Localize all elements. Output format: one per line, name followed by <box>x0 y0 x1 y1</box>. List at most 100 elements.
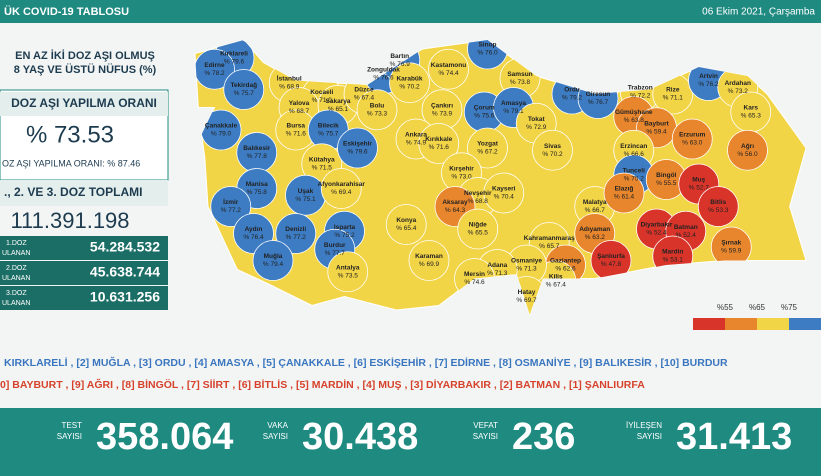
province-name: Şanlıurfa <box>597 253 625 260</box>
province-rate: % 65.4 <box>396 225 417 232</box>
province-name: Mardin <box>662 249 683 256</box>
province-name: Uşak <box>298 188 314 195</box>
province-rate: % 52.4 <box>676 232 697 239</box>
province-rate: % 68.7 <box>289 108 310 115</box>
province-name: Kırıkkale <box>425 136 452 143</box>
province-rate: % 67.4 <box>546 281 567 288</box>
province-name: Erzincan <box>620 143 647 150</box>
province-name: Tunceli <box>623 168 645 175</box>
province-name: Kırklareli <box>220 51 248 58</box>
province-rate: % 69.7 <box>516 297 537 304</box>
province-rate: % 76.4 <box>243 234 264 241</box>
province-rate: % 73.2 <box>728 88 749 95</box>
province-name: Muş <box>692 177 705 184</box>
province-rate: % 69.9 <box>419 261 440 268</box>
province-name: Karaman <box>415 253 443 260</box>
province-name: Bilecik <box>318 123 339 130</box>
province-rate: % 73.3 <box>367 110 388 117</box>
stat-value: 358.064 <box>96 416 233 458</box>
province-rate: % 75.6 <box>474 113 495 120</box>
province-rate: % 56.0 <box>737 151 758 158</box>
rate-label-bg <box>0 92 168 116</box>
legend-label: %75 <box>781 303 798 312</box>
province-rate: % 76.2 <box>698 81 719 88</box>
province-rate: % 68.9 <box>279 83 300 90</box>
stat-label: SAYISI <box>473 432 498 441</box>
province-rate: % 63.2 <box>585 234 606 241</box>
province-rate: % 74.6 <box>464 279 485 286</box>
province-rate: % 71.6 <box>286 131 307 138</box>
province-rate: % 53.3 <box>708 207 729 214</box>
header-date: 06 Ekim 2021, Çarşamba <box>702 7 815 18</box>
province-name: Hatay <box>518 289 536 296</box>
rate-label: DOZ AŞI YAPILMA ORANI <box>11 96 157 110</box>
province-name: Nevşehir <box>464 190 492 197</box>
dose-label: 2.DOZ <box>6 265 27 272</box>
province-rate: % 73.0 <box>451 173 472 180</box>
province-region <box>223 69 265 110</box>
province-rate: % 68.8 <box>468 198 489 205</box>
left-panel: EN AZ İKİ DOZ AŞI OLMUŞ 8 YAŞ VE ÜSTÜ NÜ… <box>0 49 169 310</box>
province-region <box>195 48 235 90</box>
province-rate: % 79.0 <box>211 131 232 138</box>
province-name: Diyarbakır <box>641 222 673 229</box>
province-region <box>483 172 525 214</box>
province-name: Adana <box>487 262 507 269</box>
province-name: Yalova <box>289 100 310 107</box>
province-name: Isparta <box>334 224 356 231</box>
province-region <box>337 127 378 169</box>
top-ranking: KIRKLARELİ , [2] MUĞLA , [3] ORDU , [4] … <box>4 356 728 369</box>
stat-label: VAKA <box>267 421 288 430</box>
panel-title: 8 YAŞ VE ÜSTÜ NÜFUS (%) <box>14 63 157 76</box>
dose-value: 10.631.256 <box>90 289 160 305</box>
province-name: Gümüşhane <box>615 109 653 116</box>
total-label: ., 2. VE 3. DOZ TOPLAMI <box>4 185 142 199</box>
dose-sub: ULANAN <box>2 275 30 282</box>
province-name: Balıkesir <box>243 145 271 152</box>
dose-row <box>0 286 168 310</box>
province-rate: % 75.1 <box>295 196 316 203</box>
province-name: Burdur <box>324 242 346 249</box>
province-name: Eskişehir <box>343 141 372 148</box>
province-rate: % 71.3 <box>516 266 537 273</box>
province-name: Denizli <box>285 226 306 233</box>
province-region <box>671 118 713 160</box>
province-rate: % 61.4 <box>614 194 635 201</box>
province-name: Batman <box>674 224 698 231</box>
province-name: Düzce <box>354 87 374 94</box>
province-name: Çankırı <box>431 102 453 109</box>
province-region <box>418 123 460 164</box>
province-name: Antalya <box>336 264 360 271</box>
header-title: ÜK COVID-19 TABLOSU <box>4 5 129 18</box>
province-name: Elazığ <box>615 186 634 193</box>
province-rate: % 75.7 <box>234 90 255 97</box>
province-rate: % 47.8 <box>601 261 622 268</box>
province-rate: % 65.1 <box>328 106 349 113</box>
stat-value: 236 <box>512 416 575 458</box>
province-region <box>327 251 369 293</box>
province-name: Manisa <box>246 181 268 188</box>
province-name: Niğde <box>469 222 487 229</box>
province-rate: % 65.3 <box>741 113 762 120</box>
dose-row <box>0 261 168 285</box>
province-region <box>457 208 499 250</box>
province-rate: % 74.4 <box>438 70 459 77</box>
province-rate: % 55.5 <box>656 180 677 187</box>
bottom-ranking: 0] BAYBURT , [9] AĞRI , [8] BİNGÖL , [7]… <box>0 378 645 391</box>
province-name: Samsun <box>507 71 532 78</box>
dose-label: 3.DOZ <box>6 290 27 297</box>
province-rate: % 66.6 <box>624 151 645 158</box>
province-name: Bartın <box>390 53 409 60</box>
province-region <box>408 240 450 281</box>
province-rate: % 71.5 <box>312 164 333 171</box>
stat-value: 30.438 <box>302 416 418 458</box>
province-region <box>320 168 362 209</box>
dose-row <box>0 236 168 260</box>
province-name: Amasya <box>501 100 526 107</box>
province-region <box>532 129 573 171</box>
province-rate: % 64.3 <box>445 207 466 214</box>
province-rate: % 66.7 <box>585 207 606 214</box>
province-rate: % 70.2 <box>542 151 563 158</box>
stat-value: 31.413 <box>676 416 792 458</box>
province-rate: % 76.7 <box>588 99 609 106</box>
